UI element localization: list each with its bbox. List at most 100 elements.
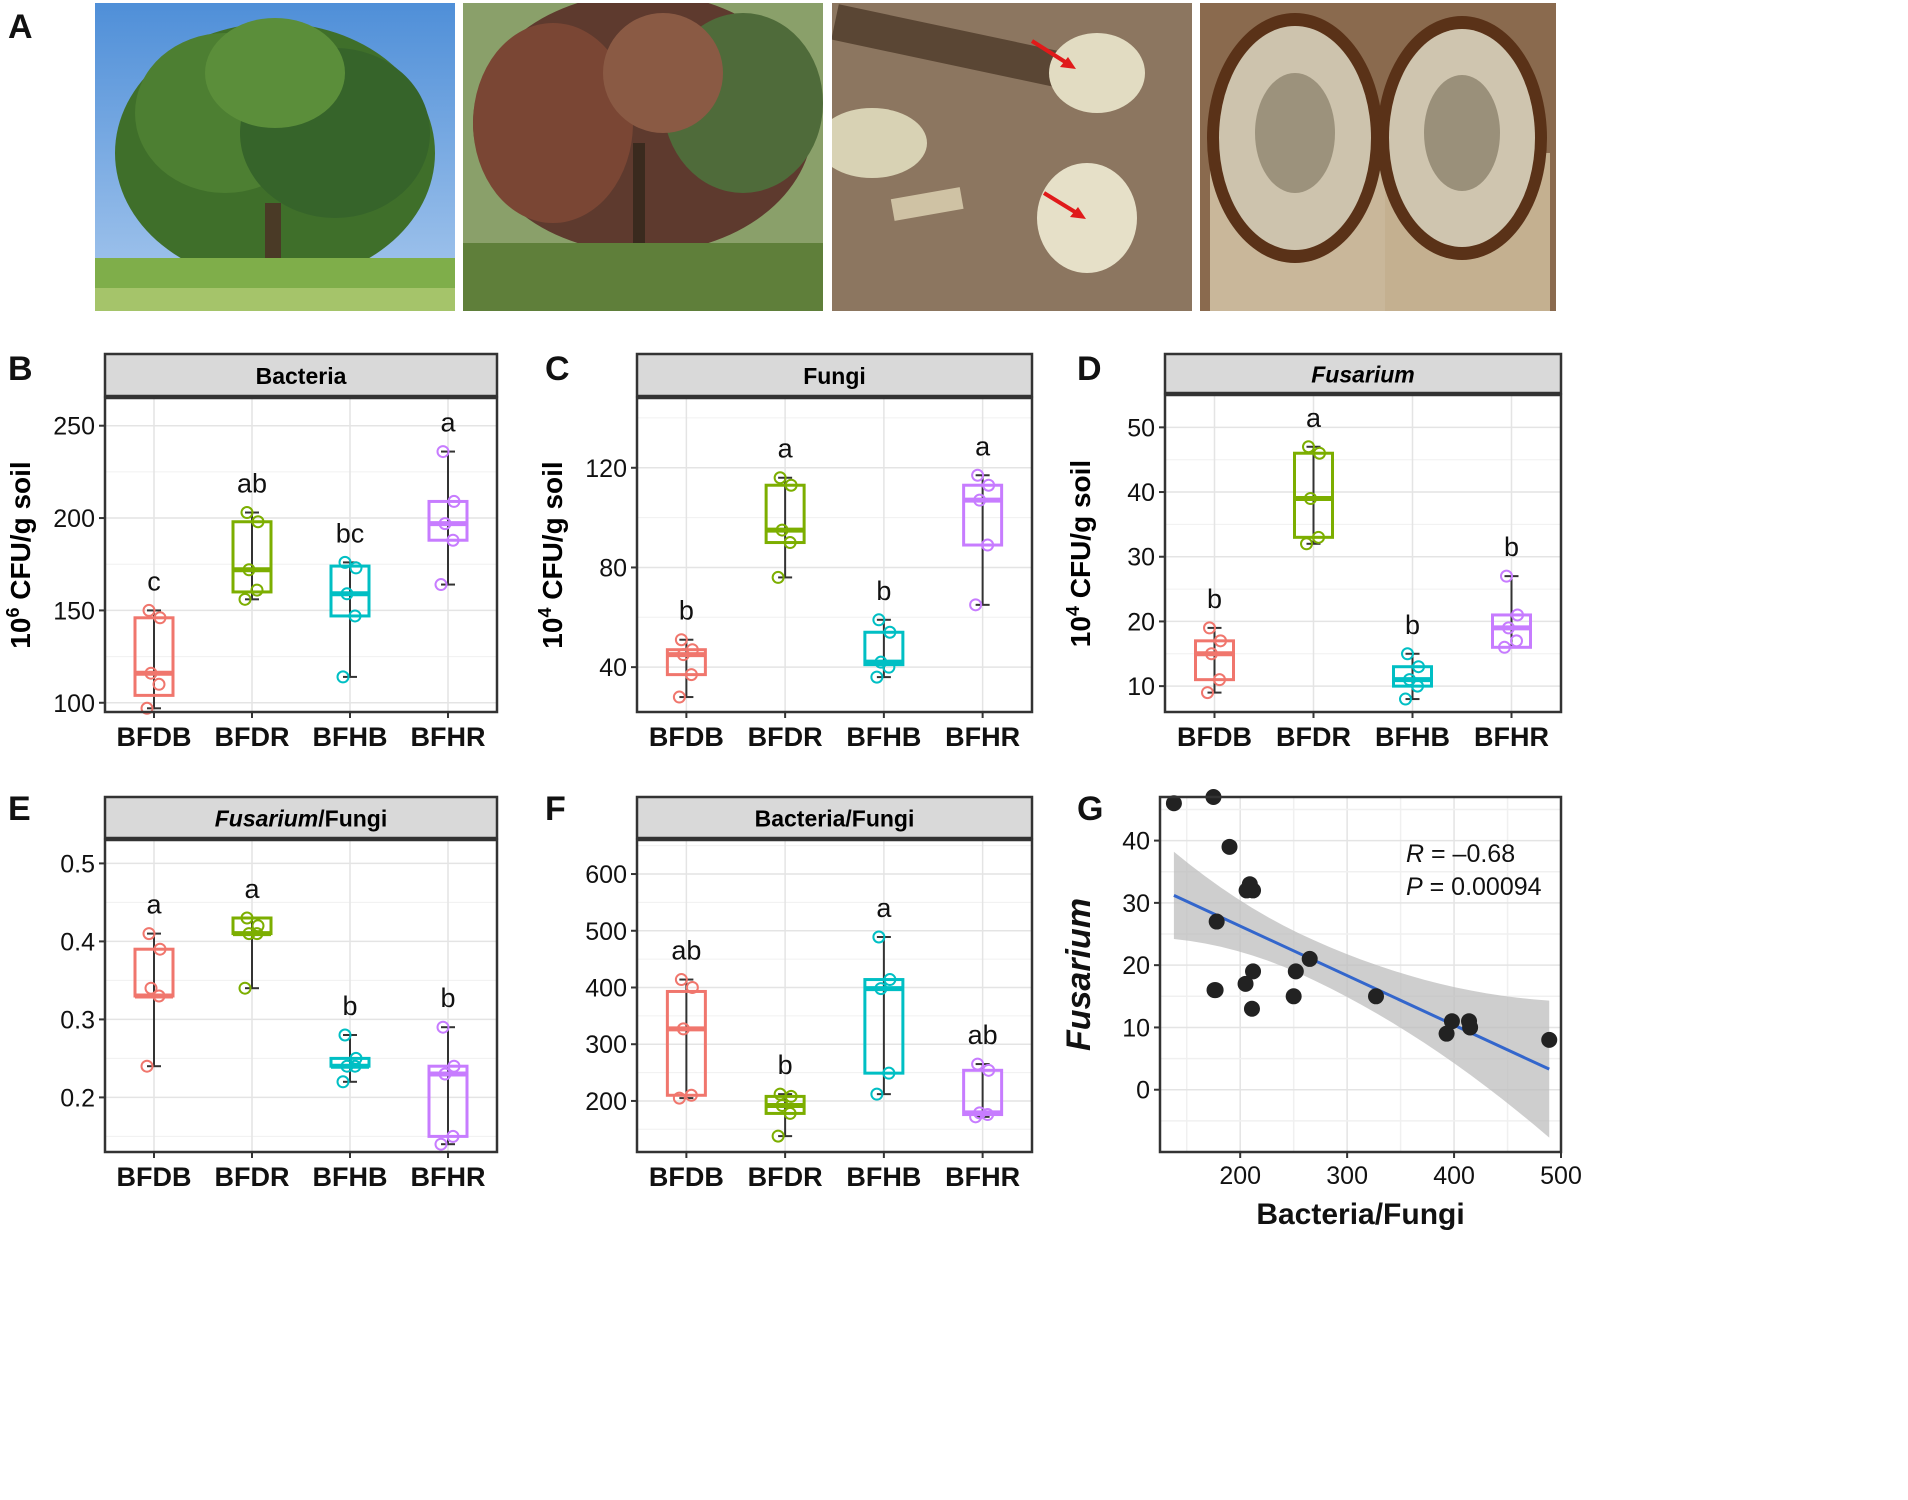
significance-letter: a xyxy=(975,431,991,461)
regression-line xyxy=(1173,894,1550,1071)
healthy-tree-photo xyxy=(95,3,455,311)
data-point xyxy=(783,1106,797,1120)
chart-b: Bacteria c BFDB ab BFDR bc BFHB a BFHR 100 150 200 2… xyxy=(3,352,499,752)
scatter-point xyxy=(1285,988,1302,1005)
data-point xyxy=(349,561,363,575)
data-point xyxy=(338,1028,352,1042)
data-point xyxy=(349,1051,363,1065)
significance-letter: b xyxy=(1504,532,1519,562)
data-point xyxy=(438,1067,452,1081)
scatter-point xyxy=(1243,1000,1260,1017)
panel-title-rest: /Fungi xyxy=(318,806,387,832)
data-point xyxy=(872,930,886,944)
data-point xyxy=(238,981,252,995)
significance-letter: b xyxy=(1207,584,1222,614)
chart-c: Fungi b BFDB a BFDR b BFHB a BFHR 40 80 120 104 CFU/… xyxy=(535,352,1034,752)
x-tick-label: 400 xyxy=(1433,1162,1475,1190)
data-point xyxy=(447,1059,461,1073)
data-point xyxy=(870,670,884,684)
y-tick-label: 0.4 xyxy=(60,928,95,956)
data-point xyxy=(883,625,897,639)
y-axis-label: 106 CFU/g soil xyxy=(3,461,36,648)
x-tick-label: BFHB xyxy=(846,722,921,752)
y-tick-label: 30 xyxy=(1122,890,1150,918)
data-point xyxy=(969,1110,983,1124)
data-point xyxy=(1498,640,1511,654)
y-tick-label: 30 xyxy=(1127,544,1155,572)
significance-letter: ab xyxy=(968,1020,998,1050)
data-point xyxy=(676,1022,690,1036)
x-tick-label: BFHR xyxy=(411,1162,486,1192)
x-tick-label: BFHB xyxy=(846,1162,921,1192)
panel-frame xyxy=(1163,393,1563,714)
y-axis-label: 104 CFU/g soil xyxy=(535,461,568,648)
data-point xyxy=(436,1020,450,1034)
x-tick-label: 500 xyxy=(1540,1162,1582,1190)
stem-cross-section-photo xyxy=(1200,3,1556,311)
data-point xyxy=(883,973,897,987)
data-point xyxy=(773,1087,787,1101)
y-tick-label: 100 xyxy=(53,690,95,718)
data-point xyxy=(250,927,264,941)
data-point xyxy=(153,942,167,956)
chart-d: Fusarium b BFDB a BFDR b BFHB b BFHR 10 20 30 40 50 10… xyxy=(1063,352,1563,752)
scatter-point xyxy=(1368,988,1385,1005)
data-point xyxy=(152,989,166,1003)
data-point xyxy=(1201,686,1214,700)
y-tick-label: 40 xyxy=(599,654,627,682)
data-point xyxy=(969,598,983,612)
x-tick-label: BFDR xyxy=(215,1162,290,1192)
data-point xyxy=(971,468,985,482)
data-point xyxy=(982,1063,996,1077)
y-tick-label: 0.3 xyxy=(60,1006,95,1034)
data-point xyxy=(973,1106,987,1120)
x-tick-label: BFDB xyxy=(649,722,724,752)
data-point xyxy=(336,1075,350,1089)
data-point xyxy=(152,677,166,691)
data-point xyxy=(1399,692,1412,706)
data-point xyxy=(153,611,167,625)
y-tick-label: 150 xyxy=(53,597,95,625)
y-label-exponent: 6 xyxy=(3,608,23,618)
significance-letter: a xyxy=(440,408,456,438)
data-point xyxy=(436,445,450,459)
y-tick-label: 250 xyxy=(53,413,95,441)
x-tick-label: BFDR xyxy=(1276,722,1351,752)
diseased-tree-photo xyxy=(463,3,823,311)
significance-letter: a xyxy=(778,434,794,464)
panel-title: Fusarium/Fungi xyxy=(215,806,388,832)
data-point xyxy=(1401,647,1414,661)
data-point xyxy=(882,1066,896,1080)
significance-letter: a xyxy=(876,893,892,923)
y-label-unit: CFU/g soil xyxy=(1065,460,1096,606)
data-point xyxy=(446,533,460,547)
data-point xyxy=(1412,660,1425,674)
x-tick-label: BFHR xyxy=(945,722,1020,752)
panel-label-a: A xyxy=(8,8,33,46)
data-point xyxy=(771,1129,785,1143)
data-point xyxy=(771,570,785,584)
data-point xyxy=(1203,621,1216,635)
data-point xyxy=(784,478,798,492)
y-tick-label: 400 xyxy=(585,974,627,1002)
y-tick-label: 10 xyxy=(1127,673,1155,701)
data-point xyxy=(872,613,886,627)
panel-strip xyxy=(635,795,1034,840)
x-tick-label: BFHB xyxy=(1375,722,1450,752)
scatter-point xyxy=(1287,963,1304,980)
data-point xyxy=(242,563,256,577)
panel-strip xyxy=(1163,352,1563,395)
scatter-point xyxy=(1301,950,1318,967)
significance-letter: b xyxy=(440,983,455,1013)
significance-letter: bc xyxy=(336,518,365,548)
y-tick-label: 200 xyxy=(53,505,95,533)
significance-letter: a xyxy=(244,874,260,904)
data-point xyxy=(1500,569,1513,583)
x-tick-label: BFDB xyxy=(1177,722,1252,752)
data-point xyxy=(1300,537,1313,551)
r-value: = –0.68 xyxy=(1424,840,1515,868)
y-label-base: 10 xyxy=(1065,616,1096,647)
y-tick-label: 500 xyxy=(585,918,627,946)
y-label-base: 10 xyxy=(537,618,568,649)
y-label-exponent: 4 xyxy=(1063,606,1083,616)
